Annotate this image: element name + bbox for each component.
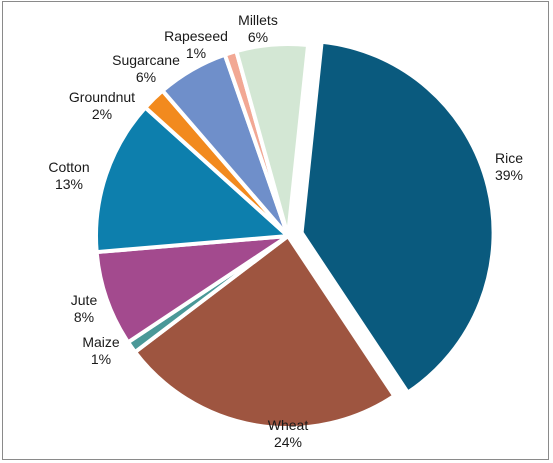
slice-percent-rice: 39% bbox=[495, 167, 523, 183]
slice-percent-wheat: 24% bbox=[274, 434, 302, 450]
slice-percent-cotton: 13% bbox=[55, 176, 83, 192]
slice-name-maize: Maize bbox=[82, 334, 120, 350]
pie-slice-cotton bbox=[94, 105, 290, 255]
slice-percent-jute: 8% bbox=[74, 309, 94, 325]
slice-name-cotton: Cotton bbox=[48, 159, 89, 175]
slice-name-sugarcane: Sugarcane bbox=[112, 52, 180, 68]
slice-label-groundnut: Groundnut 2% bbox=[69, 89, 135, 122]
slice-name-groundnut: Groundnut bbox=[69, 89, 135, 105]
pie-slice-wheat bbox=[133, 234, 397, 430]
slice-percent-millets: 6% bbox=[248, 29, 268, 45]
slice-name-rice: Rice bbox=[495, 150, 523, 166]
slice-label-maize: Maize 1% bbox=[82, 334, 120, 367]
slice-name-jute: Jute bbox=[71, 292, 98, 308]
slice-label-millets: Millets 6% bbox=[238, 12, 278, 45]
slice-label-rapeseed: Rapeseed 1% bbox=[164, 28, 228, 61]
slice-label-cotton: Cotton 13% bbox=[48, 159, 89, 192]
pie-slice-millets bbox=[234, 42, 311, 238]
slice-name-rapeseed: Rapeseed bbox=[164, 28, 228, 44]
slice-percent-maize: 1% bbox=[91, 351, 111, 367]
slice-label-jute: Jute 8% bbox=[71, 292, 98, 325]
slice-percent-rapeseed: 1% bbox=[186, 45, 206, 61]
slice-percent-groundnut: 2% bbox=[92, 106, 112, 122]
slice-name-wheat: Wheat bbox=[268, 417, 309, 433]
slice-label-wheat: Wheat 24% bbox=[268, 417, 309, 450]
slice-percent-sugarcane: 6% bbox=[136, 69, 156, 85]
pie-slice-rice bbox=[299, 39, 496, 395]
slice-label-rice: Rice 39% bbox=[495, 150, 523, 183]
slice-name-millets: Millets bbox=[238, 12, 278, 28]
slice-label-sugarcane: Sugarcane 6% bbox=[112, 52, 180, 85]
